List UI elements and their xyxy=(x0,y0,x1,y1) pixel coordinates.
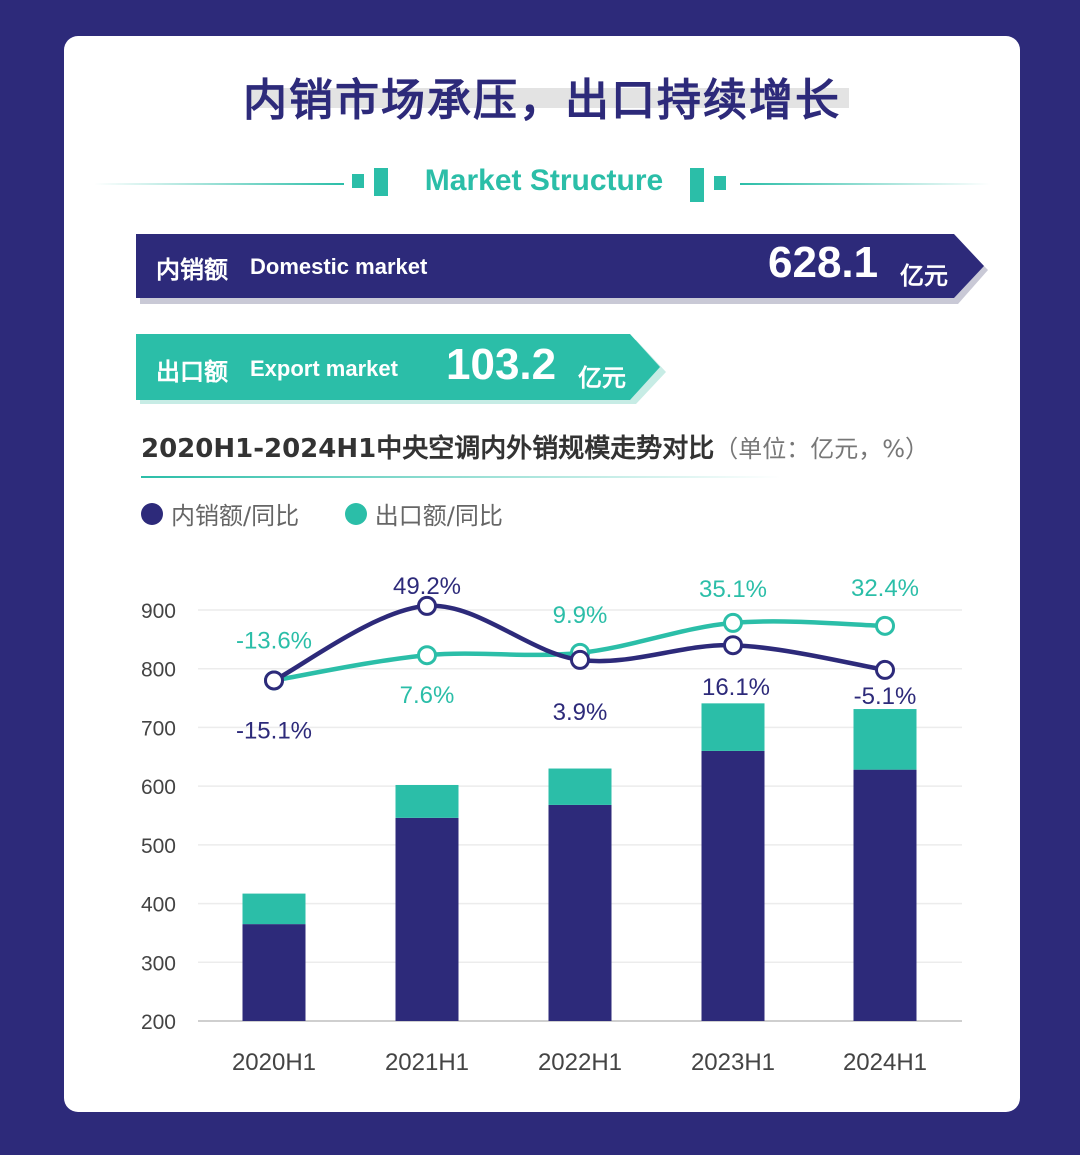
chart-unit-note: （单位：亿元，%） xyxy=(714,435,930,463)
export-value: 103.2 xyxy=(446,340,557,389)
domestic-value: 628.1 xyxy=(768,238,879,287)
yoy-label-domestic: -15.1% xyxy=(236,717,312,744)
chart-title: 2020H1-2024H1中央空调内外销规模走势对比（单位：亿元，%） xyxy=(141,428,929,465)
section-square-icon xyxy=(352,174,364,188)
yoy-marker-domestic xyxy=(723,635,743,656)
yoy-marker-domestic xyxy=(570,649,590,670)
export-banner-shape xyxy=(136,334,666,404)
yoy-label-domestic: 3.9% xyxy=(553,699,608,726)
domestic-banner-shape xyxy=(136,234,988,304)
yoy-marker-export xyxy=(875,615,895,636)
legend-item-export: 出口额/同比 xyxy=(344,496,503,531)
section-title: Market Structure xyxy=(424,164,664,197)
y-tick-label: 700 xyxy=(141,717,176,740)
bar-export xyxy=(853,709,917,770)
yoy-marker-export xyxy=(723,612,743,633)
y-tick-label: 500 xyxy=(141,835,176,858)
bar-domestic xyxy=(701,750,765,1021)
legend-label-domestic: 内销额/同比 xyxy=(171,502,300,530)
domestic-unit: 亿元 xyxy=(900,263,948,290)
y-tick-label: 600 xyxy=(141,776,176,799)
domestic-label-cn: 内销额 xyxy=(156,257,228,284)
bar-export xyxy=(242,893,306,925)
yoy-label-export: 32.4% xyxy=(851,575,919,602)
x-tick-label: 2023H1 xyxy=(691,1049,775,1076)
page-title: 内销市场承压，出口持续增长 xyxy=(243,75,841,126)
x-tick-label: 2022H1 xyxy=(538,1049,622,1076)
bar-line-chart: 200 300 400 500 600 700 800 900 2020H1 2021H1 2022… xyxy=(141,573,962,1076)
yoy-label-domestic: 16.1% xyxy=(702,674,770,701)
section-square-icon xyxy=(714,176,726,190)
y-tick-label: 800 xyxy=(141,659,176,682)
bar-domestic xyxy=(242,924,306,1021)
x-tick-label: 2024H1 xyxy=(843,1049,927,1076)
section-bar-icon xyxy=(690,168,704,202)
export-label-en: Export market xyxy=(250,356,398,381)
y-tick-label: 300 xyxy=(141,952,176,975)
infographic-card: 内销市场承压，出口持续增长 Market Structure 内销额 Domes… xyxy=(64,36,1020,1112)
chart-title-underline xyxy=(141,476,781,478)
x-tick-label: 2021H1 xyxy=(385,1049,469,1076)
section-header: Market Structure xyxy=(64,156,1020,212)
section-line-right xyxy=(740,183,990,185)
chart-title-text: 2020H1-2024H1中央空调内外销规模走势对比 xyxy=(141,434,715,464)
export-banner: 出口额 Export market 103.2 亿元 xyxy=(136,334,666,404)
domestic-label-en: Domestic market xyxy=(250,254,428,279)
legend-label-export: 出口额/同比 xyxy=(374,502,503,530)
yoy-label-domestic: 49.2% xyxy=(393,573,461,600)
bar-domestic xyxy=(853,769,917,1021)
yoy-marker-export xyxy=(417,645,437,666)
y-tick-label: 900 xyxy=(141,600,176,623)
legend-item-domestic: 内销额/同比 xyxy=(141,496,299,531)
legend-dot-icon xyxy=(344,502,367,525)
bar-domestic xyxy=(548,804,612,1021)
yoy-marker-domestic xyxy=(417,595,437,616)
export-label-cn: 出口额 xyxy=(156,359,228,386)
y-tick-label: 200 xyxy=(141,1011,176,1034)
y-tick-label: 400 xyxy=(141,894,176,917)
chart-legend: 内销额/同比 出口额/同比 xyxy=(141,496,541,531)
export-unit: 亿元 xyxy=(578,365,626,392)
section-line-left xyxy=(94,183,344,185)
yoy-label-export: 7.6% xyxy=(400,682,455,709)
bar-export xyxy=(395,784,459,818)
yoy-marker-domestic xyxy=(875,659,895,680)
yoy-label-domestic: -5.1% xyxy=(854,683,917,710)
legend-dot-icon xyxy=(141,502,163,525)
yoy-label-export: -13.6% xyxy=(236,627,312,654)
x-tick-label: 2020H1 xyxy=(232,1049,316,1076)
bar-export xyxy=(701,703,765,751)
bar-domestic xyxy=(395,817,459,1021)
bar-export xyxy=(548,768,612,805)
yoy-label-export: 9.9% xyxy=(553,602,608,629)
section-bar-icon xyxy=(374,168,388,196)
yoy-label-export: 35.1% xyxy=(699,576,767,603)
domestic-banner: 内销额 Domestic market 628.1 亿元 xyxy=(136,234,988,304)
yoy-marker-domestic xyxy=(264,670,284,691)
title-highlight xyxy=(249,88,849,108)
